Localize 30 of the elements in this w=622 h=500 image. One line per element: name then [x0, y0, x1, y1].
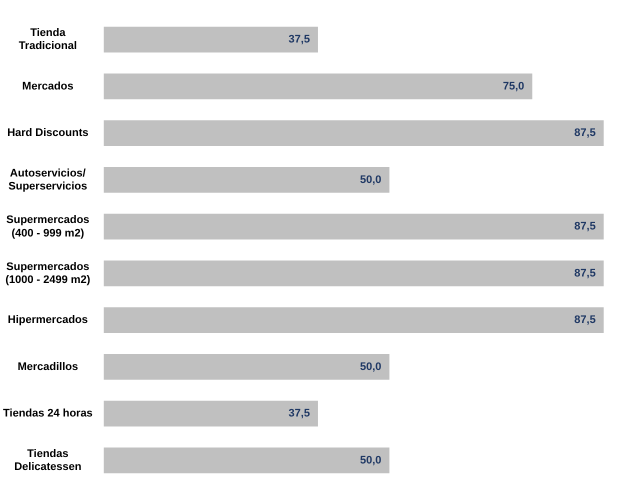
- data-label: 37,5: [288, 408, 310, 420]
- y-tick-label: Hard Discounts: [7, 127, 88, 140]
- data-label: 37,5: [288, 34, 310, 46]
- y-tick-label: Autoservicios/ Superservicios: [8, 167, 88, 192]
- bar: [104, 26, 318, 52]
- bar: [104, 307, 604, 333]
- bar: [104, 120, 604, 146]
- y-tick-label: Tienda Tradicional: [18, 27, 77, 52]
- bar: [104, 214, 604, 240]
- y-tick-label: Supermercados (1000 - 2499 m2): [5, 260, 91, 286]
- data-label: 50,0: [360, 174, 382, 186]
- bar: [104, 260, 604, 286]
- data-label: 87,5: [574, 220, 596, 233]
- y-tick-label: Hipermercados: [8, 314, 88, 326]
- data-label: 75,0: [502, 80, 524, 92]
- data-label: 50,0: [360, 360, 382, 373]
- y-tick-label: Tiendas Delicatessen: [14, 448, 82, 474]
- y-tick-label: Tiendas 24 horas: [3, 408, 93, 420]
- data-label: 87,5: [574, 127, 596, 140]
- data-label: 50,0: [360, 454, 382, 466]
- bar: [104, 73, 532, 100]
- y-tick-label: Supermercados (400 - 999 m2): [6, 214, 90, 240]
- bar: [104, 400, 318, 427]
- bar: [104, 354, 390, 380]
- data-label: 87,5: [574, 314, 596, 326]
- y-tick-label: Mercados: [22, 80, 74, 92]
- bar: [104, 167, 390, 193]
- y-tick-label: Mercadillos: [18, 360, 78, 373]
- data-label: 87,5: [574, 267, 596, 280]
- bar: [104, 448, 390, 474]
